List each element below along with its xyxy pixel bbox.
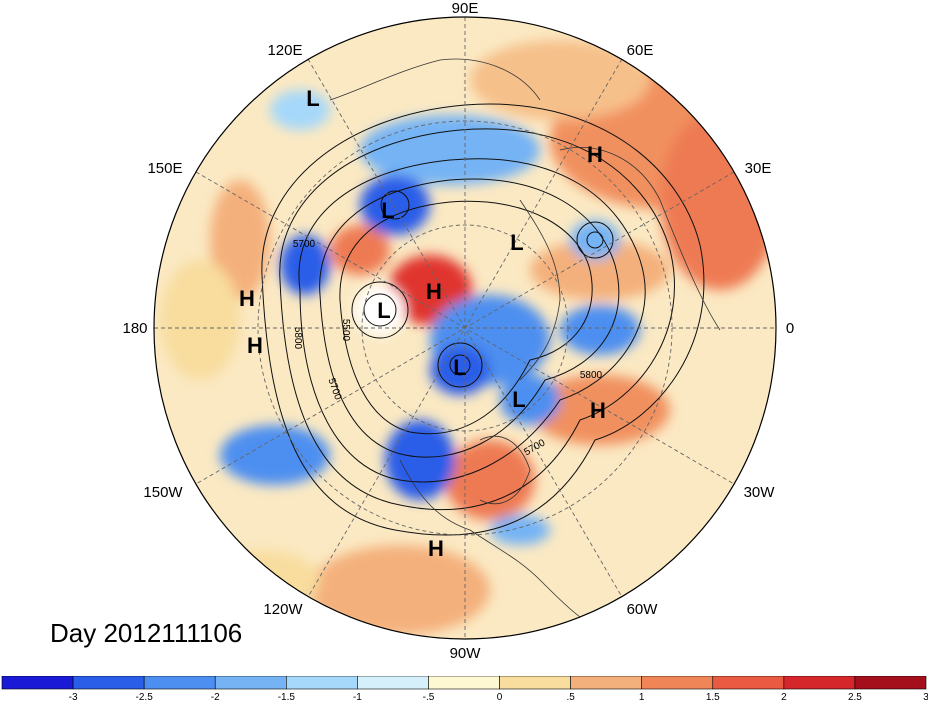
colorbar-box bbox=[143, 676, 216, 690]
colorbar-tick-label: 2.5 bbox=[848, 692, 862, 702]
colorbar-box bbox=[214, 676, 287, 690]
colorbar-box bbox=[1, 676, 74, 690]
contour-label: 5800 bbox=[580, 370, 603, 381]
colorbar-box bbox=[499, 676, 571, 690]
lon-label: 120W bbox=[263, 601, 303, 618]
pressure-marker: L bbox=[510, 230, 523, 255]
colorbar-tick-label: -1.5 bbox=[278, 692, 296, 702]
pressure-marker: H bbox=[247, 333, 263, 358]
colorbar-tick-label: -3 bbox=[69, 692, 78, 702]
pressure-marker: L bbox=[453, 355, 466, 380]
pressure-marker: L bbox=[306, 86, 319, 111]
pressure-marker: H bbox=[587, 142, 603, 167]
colorbar-box bbox=[570, 676, 642, 690]
lon-label: 120E bbox=[267, 42, 302, 59]
colorbar-tick-label: 1.5 bbox=[706, 692, 720, 702]
contour-label: 5500 bbox=[340, 319, 351, 342]
colorbar-box bbox=[783, 676, 856, 690]
lon-label: 30E bbox=[745, 160, 772, 177]
pressure-marker: H bbox=[239, 286, 255, 311]
colorbar-boxes bbox=[1, 676, 927, 690]
anomaly-field bbox=[154, 17, 776, 639]
lon-label: 0 bbox=[786, 320, 794, 337]
colorbar-tick-label: -2 bbox=[211, 692, 220, 702]
colorbar-box bbox=[357, 676, 429, 690]
lon-label: 150E bbox=[147, 160, 182, 177]
pressure-marker: L bbox=[381, 198, 394, 223]
lon-label: 60W bbox=[627, 601, 659, 618]
colorbar-box bbox=[641, 676, 714, 690]
pressure-marker: L bbox=[512, 387, 525, 412]
colorbar-tick-label: 1 bbox=[639, 692, 645, 702]
contour-label: 5700 bbox=[293, 239, 316, 250]
colorbar-tick-label: -.5 bbox=[423, 692, 435, 702]
lon-label: 90E bbox=[452, 0, 479, 17]
colorbar-box bbox=[286, 676, 358, 690]
colorbar-ticks: -3 -2.5 -2 -1.5 -1 -.5 0 .5 1 1.5 2 2.5 3 bbox=[69, 692, 928, 702]
coastlines bbox=[329, 58, 721, 631]
height-contours bbox=[261, 103, 705, 536]
colorbar-box bbox=[854, 676, 927, 690]
colorbar-box bbox=[428, 676, 500, 690]
longitude-labels: 90E 120E 60E 150E 30E 180 0 150W 30W 120… bbox=[122, 0, 794, 662]
pressure-marker: H bbox=[428, 536, 444, 561]
colorbar-tick-label: 0 bbox=[497, 692, 503, 702]
colorbar-tick-label: -1 bbox=[353, 692, 362, 702]
map-border bbox=[153, 16, 777, 640]
colorbar: -3 -2.5 -2 -1.5 -1 -.5 0 .5 1 1.5 2 2.5 3 bbox=[1, 676, 928, 702]
colorbar-tick-label: 3 bbox=[923, 692, 928, 702]
lon-label: 180 bbox=[122, 320, 147, 337]
contour-label: 5800 bbox=[292, 327, 303, 350]
lon-label: 90W bbox=[450, 645, 482, 662]
lon-label: 60E bbox=[627, 42, 654, 59]
colorbar-tick-label: -2.5 bbox=[136, 692, 154, 702]
lon-label: 150W bbox=[143, 484, 183, 501]
colorbar-tick-label: 2 bbox=[781, 692, 787, 702]
pressure-marker: H bbox=[590, 398, 606, 423]
colorbar-tick-label: .5 bbox=[566, 692, 575, 702]
lon-label: 30W bbox=[744, 484, 776, 501]
polar-map: 90E 120E 60E 150E 30E 180 0 150W 30W 120… bbox=[122, 0, 794, 662]
colorbar-box bbox=[712, 676, 785, 690]
graticule bbox=[154, 17, 776, 639]
pressure-marker: H bbox=[426, 279, 442, 304]
pressure-marker: L bbox=[377, 298, 390, 323]
pressure-systems: L H L L H H L H L L H H bbox=[239, 86, 606, 561]
colorbar-box bbox=[72, 676, 145, 690]
day-label: Day 2012111106 bbox=[50, 618, 243, 648]
